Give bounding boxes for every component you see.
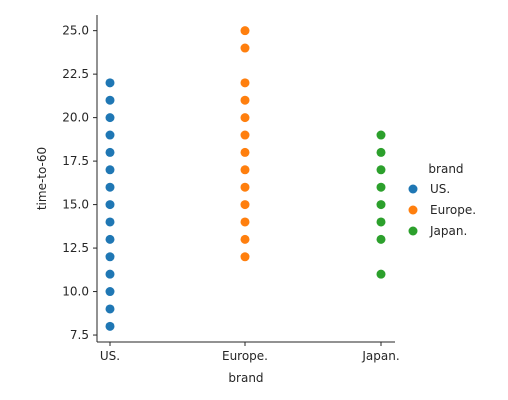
scatter-point — [105, 200, 115, 210]
scatter-point — [376, 165, 386, 175]
scatter-point — [240, 147, 250, 157]
legend-label: Japan. — [429, 224, 467, 238]
scatter-point — [105, 182, 115, 192]
scatter-point — [105, 234, 115, 244]
scatter-point — [240, 95, 250, 105]
y-tick-label: 22.5 — [62, 67, 89, 81]
plot-area — [105, 26, 386, 331]
scatter-point — [240, 234, 250, 244]
x-tick-label: Europe. — [222, 349, 268, 363]
scatter-point — [240, 165, 250, 175]
x-tick-label: Japan. — [361, 349, 399, 363]
scatter-point — [105, 269, 115, 279]
y-tick-label: 12.5 — [62, 241, 89, 255]
scatter-point — [376, 130, 386, 140]
scatter-point — [376, 200, 386, 210]
scatter-point — [240, 78, 250, 88]
legend-marker — [408, 226, 418, 236]
y-tick-label: 7.5 — [70, 328, 89, 342]
scatter-point — [240, 252, 250, 262]
scatter-point — [376, 147, 386, 157]
legend-label: US. — [430, 182, 450, 196]
y-axis: 7.5 10.0 12.5 15.0 17.5 20.0 22.5 25.0 — [62, 15, 98, 342]
scatter-point — [105, 304, 115, 314]
y-axis-label: time-to-60 — [35, 147, 49, 210]
scatter-point — [240, 113, 250, 123]
scatter-point — [376, 234, 386, 244]
x-axis-label: brand — [228, 371, 263, 385]
scatter-point — [240, 200, 250, 210]
scatter-point — [240, 182, 250, 192]
legend-marker — [408, 205, 418, 215]
scatter-point — [240, 26, 250, 36]
scatter-point — [105, 252, 115, 262]
legend-marker — [408, 184, 418, 194]
scatter-point — [105, 165, 115, 175]
scatter-point — [105, 95, 115, 105]
scatter-point — [105, 217, 115, 227]
scatter-point — [240, 217, 250, 227]
scatter-point — [376, 269, 386, 279]
scatter-point — [376, 217, 386, 227]
scatter-point — [376, 182, 386, 192]
y-tick-label: 17.5 — [62, 154, 89, 168]
scatter-point — [105, 287, 115, 297]
scatter-point — [105, 78, 115, 88]
y-tick-label: 20.0 — [62, 111, 89, 125]
y-tick-label: 25.0 — [62, 24, 89, 38]
scatter-point — [105, 147, 115, 157]
x-axis: US. Europe. Japan. — [97, 341, 400, 363]
x-tick-label: US. — [100, 349, 120, 363]
y-tick-label: 15.0 — [62, 198, 89, 212]
legend-label: Europe. — [430, 203, 476, 217]
scatter-point — [240, 130, 250, 140]
scatter-point — [240, 43, 250, 53]
scatter-point — [105, 130, 115, 140]
legend: brand US. Europe. Japan. — [408, 162, 476, 238]
legend-title: brand — [428, 162, 463, 176]
scatter-point — [105, 321, 115, 331]
scatter-point — [105, 113, 115, 123]
y-tick-label: 10.0 — [62, 285, 89, 299]
